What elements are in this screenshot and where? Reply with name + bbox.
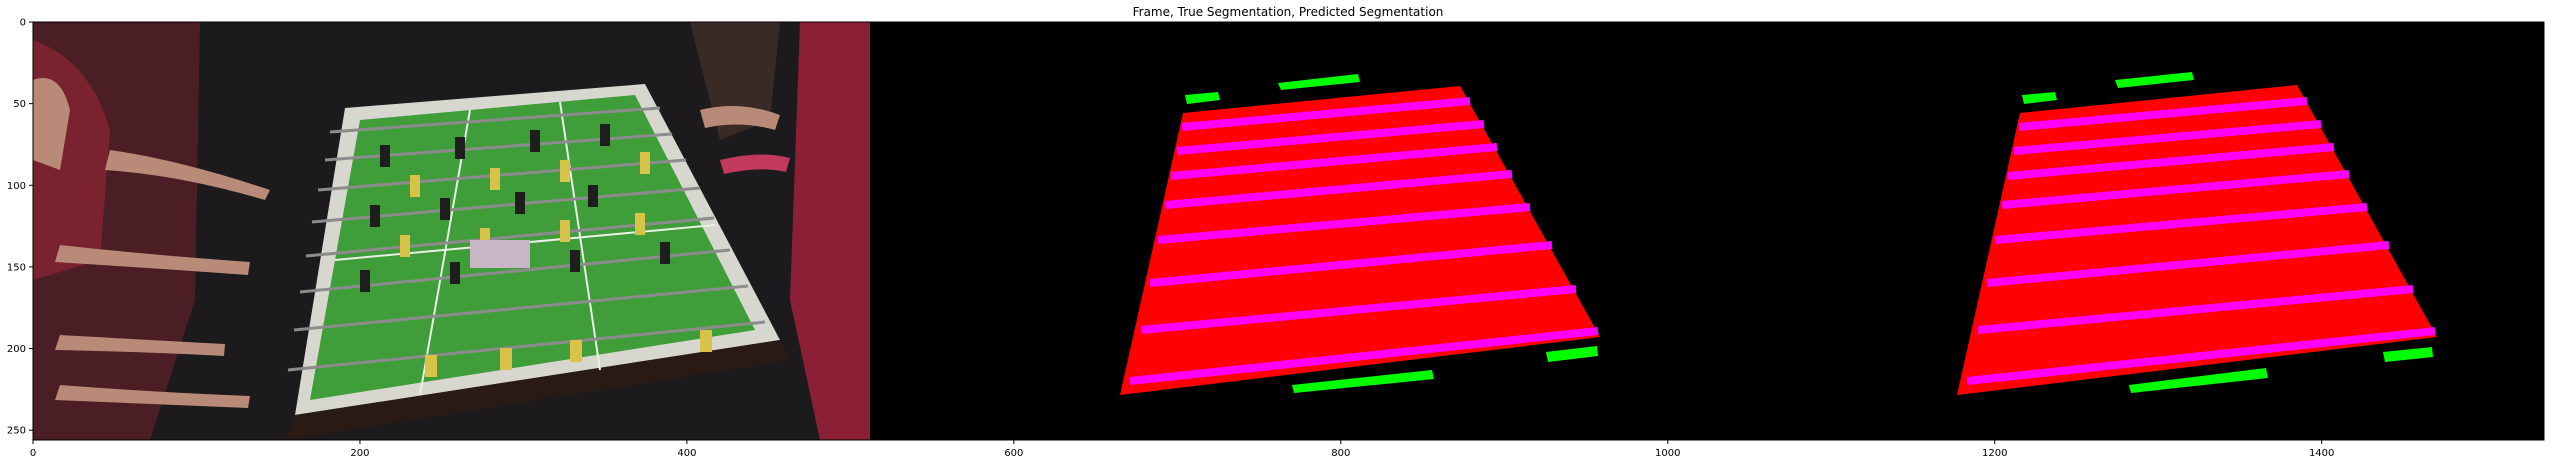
x-tick-label: 200 (350, 448, 369, 459)
y-tick-label: 50 (13, 99, 26, 110)
axes-frame (32, 21, 2545, 441)
x-tick-label: 600 (1004, 448, 1023, 459)
y-tick-label: 0 (20, 18, 26, 29)
y-axis: 0 50 100 150 200 250 (7, 18, 33, 437)
x-tick-label: 1400 (2309, 448, 2334, 459)
predicted-segmentation-panel (1707, 22, 2544, 440)
x-tick-label: 400 (677, 448, 696, 459)
x-tick-label: 1200 (1982, 448, 2007, 459)
x-axis: 0 200 400 600 800 1000 1200 1400 (30, 440, 2334, 459)
x-tick-label: 800 (1331, 448, 1350, 459)
y-tick-label: 200 (7, 344, 26, 355)
x-tick-label: 0 (30, 448, 36, 459)
x-tick-label: 1000 (1655, 448, 1680, 459)
true-segmentation-panel (870, 22, 1707, 440)
frame-panel (33, 22, 870, 440)
y-tick-label: 250 (7, 426, 26, 437)
y-tick-label: 100 (7, 181, 26, 192)
y-tick-label: 150 (7, 262, 26, 273)
figure-title: Frame, True Segmentation, Predicted Segm… (1133, 5, 1444, 19)
